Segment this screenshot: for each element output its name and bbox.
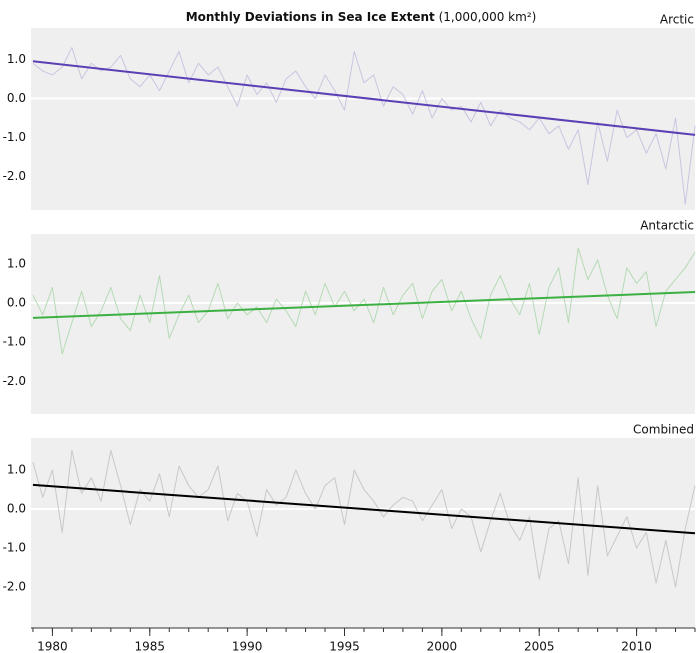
y-tick-label: 0.0 <box>7 91 26 105</box>
x-tick-label: 2010 <box>621 640 652 653</box>
title-main: Monthly Deviations in Sea Ice Extent <box>186 10 435 24</box>
panel-label: Combined <box>633 423 694 437</box>
x-tick-label: 2005 <box>524 640 555 653</box>
trend-line <box>32 483 696 535</box>
plot-area <box>31 234 695 414</box>
y-tick-label: 1.0 <box>7 462 26 476</box>
y-tick-label: -2.0 <box>3 374 26 388</box>
y-tick-label: -1.0 <box>3 335 26 349</box>
x-tick-label: 1980 <box>37 640 68 653</box>
y-tick-label: 1.0 <box>7 256 26 270</box>
data-line <box>32 47 696 205</box>
plot-area <box>31 438 695 628</box>
y-tick-label: 0.0 <box>7 502 26 516</box>
y-tick-label: -1.0 <box>3 130 26 144</box>
y-tick-label: 0.0 <box>7 296 26 310</box>
trend-line <box>32 60 696 136</box>
x-tick-label: 1990 <box>232 640 263 653</box>
x-tick-label: 1995 <box>329 640 360 653</box>
plot-area <box>31 28 695 210</box>
y-tick-label: -2.0 <box>3 580 26 594</box>
y-tick-label: 1.0 <box>7 52 26 66</box>
data-line <box>32 247 696 355</box>
chart-title: Monthly Deviations in Sea Ice Extent (1,… <box>186 10 537 24</box>
y-tick-label: -2.0 <box>3 169 26 183</box>
trend-line <box>32 291 696 319</box>
y-tick-label: -1.0 <box>3 541 26 555</box>
x-tick-label: 1985 <box>135 640 166 653</box>
panel-label: Antarctic <box>640 219 694 233</box>
title-units: (1,000,000 km²) <box>439 10 537 24</box>
panel-label: Arctic <box>660 13 694 27</box>
x-tick-label: 2000 <box>427 640 458 653</box>
